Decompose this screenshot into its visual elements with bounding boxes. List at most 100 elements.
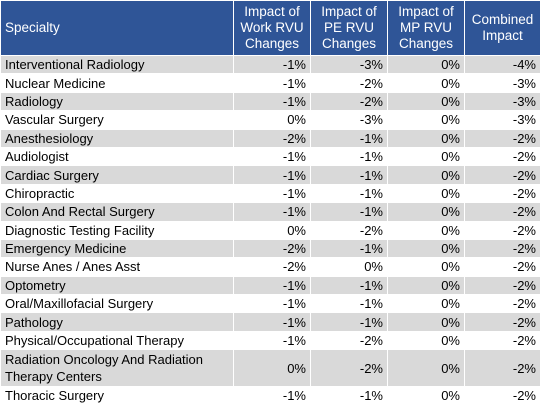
cell-mp-rvu: 0%: [387, 73, 465, 93]
header-row: Specialty Impact of Work RVU Changes Imp…: [0, 0, 540, 56]
table-row: Nurse Anes / Anes Asst -2% 0% 0% -2%: [0, 257, 540, 277]
cell-specialty: Audiologist: [0, 146, 234, 167]
cell-pe-rvu: -2%: [310, 220, 388, 240]
cell-mp-rvu: 0%: [387, 294, 465, 314]
cell-combined-impact: -2%: [464, 220, 540, 240]
table-row: Chiropractic -1% -1% 0% -2%: [0, 183, 540, 204]
header-mp-rvu: Impact of MP RVU Changes: [387, 0, 465, 56]
cell-specialty: Radiation Oncology And Radiation Therapy…: [0, 349, 234, 388]
cell-mp-rvu: 0%: [387, 54, 465, 75]
cell-work-rvu: -1%: [233, 183, 311, 204]
cell-work-rvu: -2%: [233, 257, 311, 277]
cell-specialty: Physical/Occupational Therapy: [0, 330, 234, 351]
table-row: Interventional Radiology -1% -3% 0% -4%: [0, 54, 540, 75]
cell-specialty: Cardiac Surgery: [0, 165, 234, 185]
header-work-rvu: Impact of Work RVU Changes: [233, 0, 311, 56]
cell-pe-rvu: -1%: [310, 183, 388, 204]
cell-mp-rvu: 0%: [387, 202, 465, 222]
table-row: Oral/Maxillofacial Surgery -1% -1% 0% -2%: [0, 294, 540, 314]
cell-combined-impact: -2%: [464, 202, 540, 222]
cell-work-rvu: -2%: [233, 128, 311, 148]
cell-work-rvu: 0%: [233, 349, 311, 388]
table-body: Interventional Radiology -1% -3% 0% -4% Nucle…: [0, 54, 540, 406]
cell-specialty: Pathology: [0, 312, 234, 332]
cell-work-rvu: -1%: [233, 91, 311, 112]
cell-mp-rvu: 0%: [387, 220, 465, 240]
header-specialty: Specialty: [0, 0, 234, 56]
table-row: Radiation Oncology And Radiation Therapy…: [0, 349, 540, 388]
table-row: Thoracic Surgery -1% -1% 0% -2%: [0, 386, 540, 406]
table-row: Pathology -1% -1% 0% -2%: [0, 312, 540, 332]
cell-pe-rvu: -1%: [310, 386, 388, 406]
cell-combined-impact: -2%: [464, 128, 540, 148]
cell-mp-rvu: 0%: [387, 238, 465, 259]
table-row: Optometry -1% -1% 0% -2%: [0, 275, 540, 296]
cell-specialty: Emergency Medicine: [0, 238, 234, 259]
cell-mp-rvu: 0%: [387, 128, 465, 148]
cell-specialty: Vascular Surgery: [0, 110, 234, 130]
cell-pe-rvu: -1%: [310, 146, 388, 167]
table-row: Audiologist -1% -1% 0% -2%: [0, 146, 540, 167]
cell-pe-rvu: -3%: [310, 110, 388, 130]
table-row: Radiology -1% -2% 0% -3%: [0, 91, 540, 112]
cell-pe-rvu: -1%: [310, 275, 388, 296]
cell-pe-rvu: -2%: [310, 349, 388, 388]
cell-pe-rvu: -1%: [310, 128, 388, 148]
cell-work-rvu: -2%: [233, 238, 311, 259]
table-row: Physical/Occupational Therapy -1% -2% 0% -2%: [0, 330, 540, 351]
cell-work-rvu: 0%: [233, 220, 311, 240]
table-row: Emergency Medicine -2% -1% 0% -2%: [0, 238, 540, 259]
cell-mp-rvu: 0%: [387, 349, 465, 388]
cell-combined-impact: -2%: [464, 238, 540, 259]
cell-combined-impact: -2%: [464, 146, 540, 167]
cell-work-rvu: -1%: [233, 275, 311, 296]
cell-pe-rvu: -2%: [310, 73, 388, 93]
cell-combined-impact: -2%: [464, 275, 540, 296]
cell-mp-rvu: 0%: [387, 146, 465, 167]
cell-pe-rvu: -1%: [310, 202, 388, 222]
cell-pe-rvu: -2%: [310, 91, 388, 112]
cell-work-rvu: -1%: [233, 312, 311, 332]
cell-combined-impact: -2%: [464, 312, 540, 332]
cell-combined-impact: -2%: [464, 183, 540, 204]
table-header: Specialty Impact of Work RVU Changes Imp…: [0, 0, 540, 56]
cell-mp-rvu: 0%: [387, 330, 465, 351]
cell-pe-rvu: -2%: [310, 330, 388, 351]
cell-mp-rvu: 0%: [387, 91, 465, 112]
cell-pe-rvu: -1%: [310, 165, 388, 185]
cell-work-rvu: -1%: [233, 202, 311, 222]
cell-mp-rvu: 0%: [387, 312, 465, 332]
cell-combined-impact: -2%: [464, 349, 540, 388]
cell-pe-rvu: -1%: [310, 238, 388, 259]
cell-pe-rvu: -3%: [310, 54, 388, 75]
cell-specialty: Nuclear Medicine: [0, 73, 234, 93]
table-row: Anesthesiology -2% -1% 0% -2%: [0, 128, 540, 148]
cell-specialty: Interventional Radiology: [0, 54, 234, 75]
cell-work-rvu: 0%: [233, 110, 311, 130]
cell-mp-rvu: 0%: [387, 183, 465, 204]
cell-combined-impact: -2%: [464, 386, 540, 406]
cell-work-rvu: -1%: [233, 146, 311, 167]
table-row: Colon And Rectal Surgery -1% -1% 0% -2%: [0, 202, 540, 222]
cell-specialty: Nurse Anes / Anes Asst: [0, 257, 234, 277]
cell-specialty: Optometry: [0, 275, 234, 296]
table-row: Nuclear Medicine -1% -2% 0% -3%: [0, 73, 540, 93]
cell-combined-impact: -2%: [464, 330, 540, 351]
cell-specialty: Chiropractic: [0, 183, 234, 204]
table-row: Vascular Surgery 0% -3% 0% -3%: [0, 110, 540, 130]
cell-combined-impact: -4%: [464, 54, 540, 75]
cell-combined-impact: -2%: [464, 294, 540, 314]
cell-specialty: Colon And Rectal Surgery: [0, 202, 234, 222]
cell-work-rvu: -1%: [233, 54, 311, 75]
cell-work-rvu: -1%: [233, 73, 311, 93]
cell-work-rvu: -1%: [233, 386, 311, 406]
cell-mp-rvu: 0%: [387, 275, 465, 296]
cell-combined-impact: -2%: [464, 257, 540, 277]
cell-specialty: Thoracic Surgery: [0, 386, 234, 406]
cell-mp-rvu: 0%: [387, 110, 465, 130]
table-row: Cardiac Surgery -1% -1% 0% -2%: [0, 165, 540, 185]
cell-work-rvu: -1%: [233, 330, 311, 351]
cell-pe-rvu: 0%: [310, 257, 388, 277]
